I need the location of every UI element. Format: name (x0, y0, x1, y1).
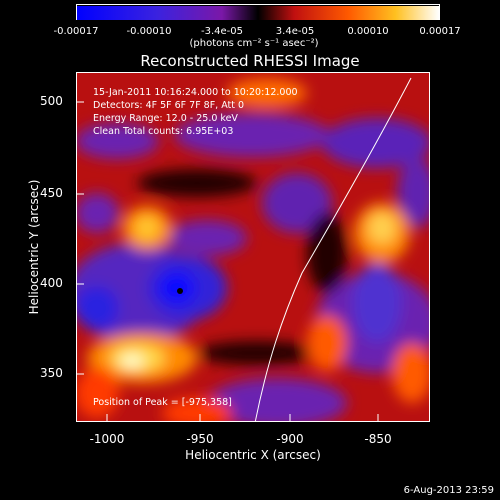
x-tick-label: -900 (276, 432, 304, 446)
datestamp: 6-Aug-2013 23:59 (403, 485, 494, 496)
colorbar-tick: 0.00010 (347, 26, 389, 37)
image-plot: 15-Jan-2011 10:16:24.000 to 10:20:12.000… (76, 72, 430, 422)
colorbar-tick: -0.00017 (53, 26, 99, 37)
info-detectors: Detectors: 4F 5F 6F 7F 8F, Att 0 (93, 100, 245, 111)
info-time: 15-Jan-2011 10:16:24.000 to 10:20:12.000 (93, 87, 298, 98)
x-axis-label: Heliocentric X (arcsec) (185, 448, 321, 462)
colorbar-gradient (77, 6, 439, 20)
solar-limb-line (254, 77, 412, 421)
y-tick-label: 450 (40, 186, 63, 200)
info-energy: Energy Range: 12.0 - 25.0 keV (93, 113, 238, 124)
colorbar-tick: 0.00017 (419, 26, 461, 37)
rhessi-image (77, 73, 429, 421)
colorbar-tick: -3.4e-05 (201, 26, 243, 37)
colorbar-tick: -0.00010 (126, 26, 172, 37)
plot-title: Reconstructed RHESSI Image (140, 52, 360, 70)
y-tick-label: 500 (40, 94, 63, 108)
x-tick-label: -850 (364, 432, 392, 446)
peak-marker (177, 288, 183, 294)
colorbar-tick: 3.4e-05 (275, 26, 315, 37)
y-axis-label: Heliocentric Y (arcsec) (27, 179, 41, 315)
info-clean: Clean Total counts: 6.95E+03 (93, 126, 234, 137)
y-tick-label: 350 (40, 366, 63, 380)
colorbar (76, 4, 440, 20)
peak-position-label: Position of Peak = [-975,358] (93, 397, 232, 408)
x-tick-label: -1000 (89, 432, 125, 446)
y-tick-label: 400 (40, 276, 63, 290)
x-tick-label: -950 (186, 432, 214, 446)
colorbar-units: (photons cm⁻² s⁻¹ asec⁻²) (189, 38, 319, 49)
